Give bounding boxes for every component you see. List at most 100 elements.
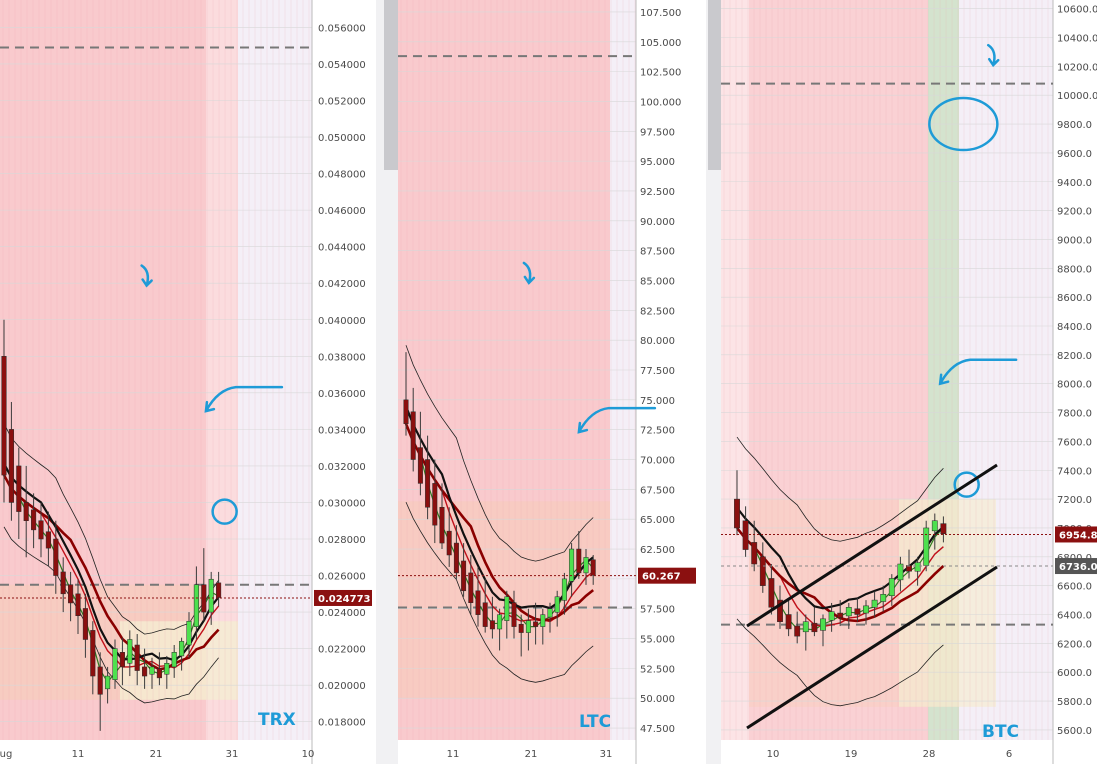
y-tick-label: 0.038000 (318, 352, 366, 363)
y-tick-label: 0.018000 (318, 718, 366, 729)
x-tick-label: 6 (1006, 749, 1012, 760)
candle-body (156, 668, 162, 679)
btc-chart: 5600.0 5800.0 6000.0 6200.0 6400.0 6600.0 6 800… (721, 0, 1097, 764)
candle-body (45, 531, 51, 549)
candle-body (590, 559, 596, 576)
y-tick-label: 0.032000 (318, 462, 366, 473)
candle-body (802, 621, 809, 633)
candle-body (1, 356, 7, 476)
y-tick-label: 50.000 (640, 694, 675, 705)
bollinger-lower-line (736, 618, 944, 707)
y-tick-label: 0.054000 (318, 60, 366, 71)
y-tick-label: 0.046000 (318, 206, 366, 217)
y-tick-label: 72.500 (640, 426, 675, 437)
x-tick-label: 10 (767, 749, 780, 760)
y-tick-label: 100.000 (640, 97, 681, 108)
candle-body (38, 520, 44, 540)
candle-body (8, 429, 14, 503)
y-tick-label: 107.500 (640, 8, 681, 19)
y-tick-label: 102.500 (640, 68, 681, 79)
candle-body (880, 594, 887, 602)
y-tick-label: 97.500 (640, 127, 675, 138)
candle-body (811, 622, 818, 633)
y-tick-label: 62.500 (640, 545, 675, 556)
y-tick-label: 105.000 (640, 38, 681, 49)
y-tick-label: 75.000 (640, 396, 675, 407)
candle-body (105, 675, 111, 690)
candle-body (68, 584, 74, 604)
y-tick-label: 7200.0 (1057, 495, 1092, 506)
y-tick-label: 9600.0 (1057, 149, 1092, 160)
candle-body (468, 572, 474, 603)
y-tick-label: 0.056000 (318, 23, 366, 34)
y-tick-label: 0.020000 (318, 681, 366, 692)
bollinger-upper-line (736, 436, 944, 542)
annotation-arrow (986, 43, 1000, 68)
x-tick-label: 21 (525, 749, 538, 760)
y-tick-label: 0.026000 (318, 572, 366, 583)
candle-body (497, 614, 503, 630)
current-price-label: 0.024773 (318, 594, 371, 605)
x-tick-label: 31 (226, 749, 239, 760)
candle-body (23, 502, 29, 521)
candle-body (97, 666, 103, 695)
candle-body (751, 542, 758, 565)
candle-body (171, 652, 177, 668)
y-tick-label: 0.030000 (318, 498, 366, 509)
candle-body (837, 612, 844, 618)
x-tick-label: 11 (72, 749, 85, 760)
candle-body (142, 666, 148, 677)
channel-upper-line (746, 463, 998, 628)
background-zone (238, 0, 312, 740)
btc-panel: 5600.0 5800.0 6000.0 6200.0 6400.0 6600.0 6 800… (721, 0, 1097, 764)
candle-body (759, 556, 766, 586)
candle-body (134, 644, 140, 671)
y-tick-label: 67.500 (640, 485, 675, 496)
current-price-tag (638, 567, 696, 584)
y-tick-label: 0.048000 (318, 170, 366, 181)
candle-body (906, 565, 912, 572)
candle-body (742, 520, 749, 550)
scrollbar[interactable] (708, 0, 721, 170)
annotation-circle (928, 96, 999, 152)
candle-body (417, 447, 423, 484)
y-tick-label: 0.052000 (318, 96, 366, 107)
x-tick-label: ug (0, 749, 12, 760)
current-price-tag (314, 589, 372, 606)
candle-body (127, 639, 133, 664)
scrollbar[interactable] (384, 0, 398, 170)
candle-body (540, 614, 546, 627)
x-tick-label: 19 (845, 749, 858, 760)
candle-body (533, 621, 539, 627)
chart-title: LTC (579, 712, 611, 732)
candle-body (768, 578, 775, 608)
chart-title: BTC (982, 722, 1019, 742)
y-tick-label: 9200.0 (1057, 207, 1092, 218)
candle-body (475, 590, 481, 615)
candle-body (923, 527, 930, 566)
candle-body (777, 599, 783, 622)
bollinger-lower-line (3, 526, 219, 704)
candle-body (216, 582, 222, 598)
candle-body (60, 571, 66, 595)
y-tick-label: 10400.0 (1057, 34, 1097, 45)
y-tick-label: 85.000 (640, 276, 675, 287)
candle-body (53, 538, 59, 576)
candle-body (863, 605, 869, 614)
y-tick-label: 82.500 (640, 306, 675, 317)
candle-body (518, 623, 524, 633)
candle-body (186, 620, 192, 646)
y-tick-label: 6400.0 (1057, 611, 1092, 622)
y-tick-label: 0.024000 (318, 608, 366, 619)
annotation-arrow (522, 261, 536, 285)
candle-body (403, 399, 409, 424)
candle-body (425, 459, 431, 508)
background-zone (899, 499, 996, 707)
x-tick-label: 10 (302, 749, 315, 760)
channel-lower-line (746, 565, 998, 730)
y-tick-label: 0.028000 (318, 535, 366, 546)
y-tick-label: 80.000 (640, 336, 675, 347)
bollinger-upper-line (3, 423, 219, 635)
y-tick-label: 87.500 (640, 247, 675, 258)
secondary-price-tag (1055, 558, 1097, 575)
